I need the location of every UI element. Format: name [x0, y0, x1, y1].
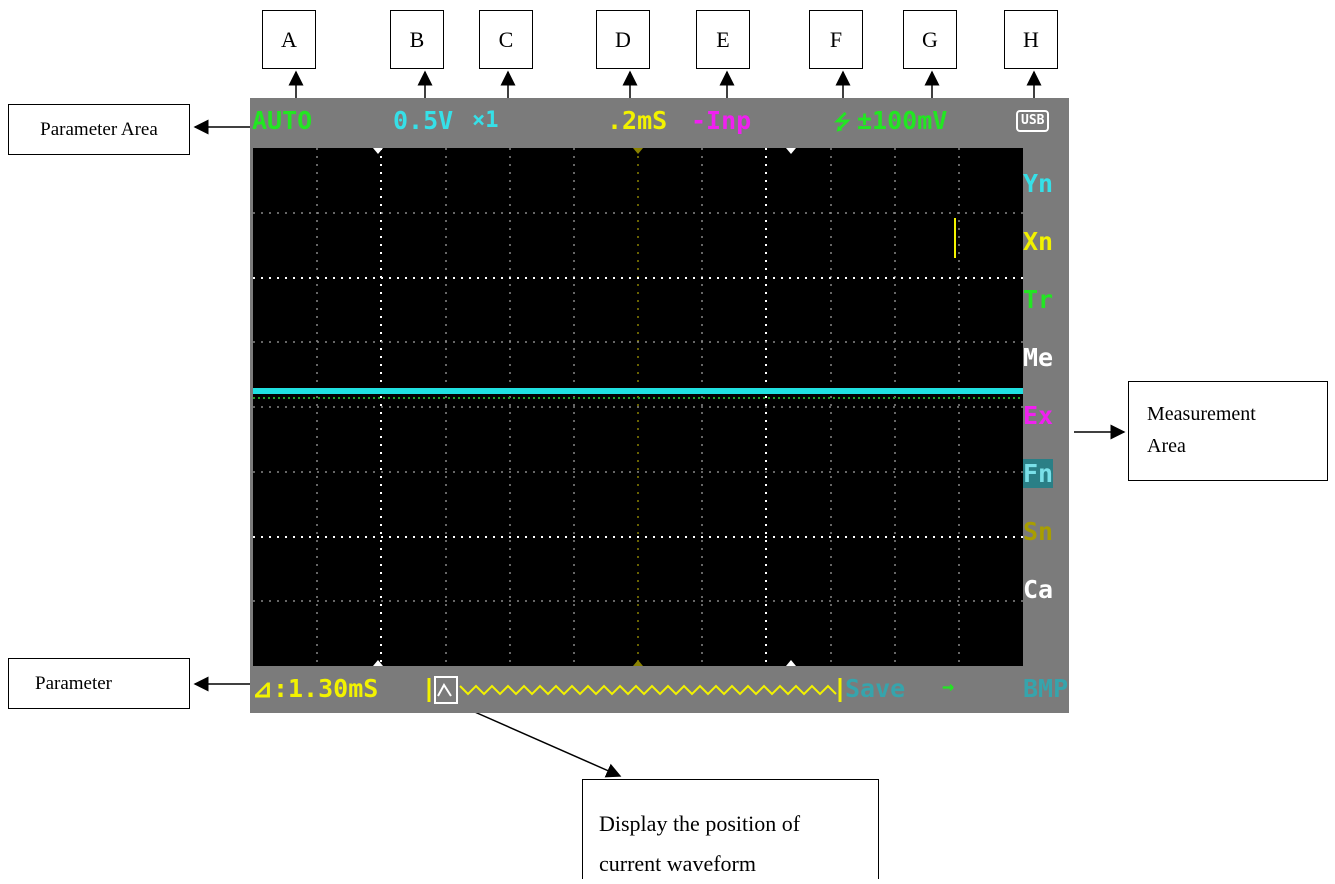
label-a: A — [262, 10, 316, 69]
waveform-zigzag — [459, 684, 837, 696]
label-b: B — [390, 10, 444, 69]
grid-svg — [253, 148, 1023, 666]
waveform-grid — [253, 148, 1023, 666]
measure-yn[interactable]: Yn — [1023, 169, 1054, 198]
measurement-area-label: Measurement Area — [1128, 381, 1328, 481]
parameter-bar: AUTO 0.5V ×1 .2mS -Inp ⭍ ±100mV USB — [250, 98, 1069, 146]
waveform-position-bar[interactable] — [426, 674, 846, 706]
volt-div-indicator[interactable]: 0.5V — [393, 106, 454, 135]
arrow-right-icon: → — [942, 674, 955, 698]
trigger-source-indicator[interactable]: -Inp — [691, 106, 752, 135]
measure-ex[interactable]: Ex — [1023, 401, 1054, 430]
grid-top-marker — [633, 148, 643, 154]
probe-indicator[interactable]: ×1 — [472, 108, 499, 133]
label-e: E — [696, 10, 750, 69]
position-window — [434, 676, 458, 704]
trigger-edge-icon[interactable]: ⭍ — [834, 110, 851, 134]
grid-top-marker — [373, 148, 383, 154]
waveform-position-label: Display the position of current waveform — [582, 779, 879, 879]
parameter-area-label: Parameter Area — [8, 104, 190, 155]
grid-lines — [253, 148, 1023, 666]
label-d: D — [596, 10, 650, 69]
label-g: G — [903, 10, 957, 69]
measure-me[interactable]: Me — [1023, 343, 1054, 372]
measurement-area-line2: Area — [1147, 435, 1186, 457]
waveform-position-line1: Display the position of — [599, 811, 801, 836]
measure-xn[interactable]: Xn — [1023, 227, 1054, 256]
bottom-parameter-bar: ⊿:1.30mS Save → BMP — [250, 668, 1069, 713]
mode-indicator[interactable]: AUTO — [252, 106, 313, 135]
save-format[interactable]: BMP — [1023, 674, 1069, 703]
grid-bottom-marker — [633, 660, 643, 666]
measure-sn[interactable]: Sn — [1023, 517, 1054, 546]
save-label[interactable]: Save — [845, 674, 906, 703]
grid-bottom-marker — [786, 660, 796, 666]
measure-ca[interactable]: Ca — [1023, 575, 1054, 604]
position-window-wave — [437, 683, 452, 697]
usb-icon: USB — [1016, 110, 1050, 132]
measurement-area-line1: Measurement — [1147, 403, 1256, 425]
trigger-level-indicator[interactable]: ±100mV — [857, 106, 948, 135]
measure-fn[interactable]: Fn — [1023, 459, 1054, 488]
grid-bottom-marker — [373, 660, 383, 666]
label-h: H — [1004, 10, 1058, 69]
parameter-label: Parameter — [8, 658, 190, 709]
label-c: C — [479, 10, 533, 69]
waveform-position-line2: current waveform — [599, 851, 756, 876]
delta-time-indicator[interactable]: ⊿:1.30mS — [252, 674, 379, 703]
measure-tr[interactable]: Tr — [1023, 285, 1054, 314]
time-div-indicator[interactable]: .2mS — [607, 106, 668, 135]
oscilloscope-screen: AUTO 0.5V ×1 .2mS -Inp ⭍ ±100mV USB Yn X… — [250, 98, 1069, 713]
grid-top-marker — [786, 148, 796, 154]
arrow-waveform-position — [451, 701, 622, 778]
label-f: F — [809, 10, 863, 69]
